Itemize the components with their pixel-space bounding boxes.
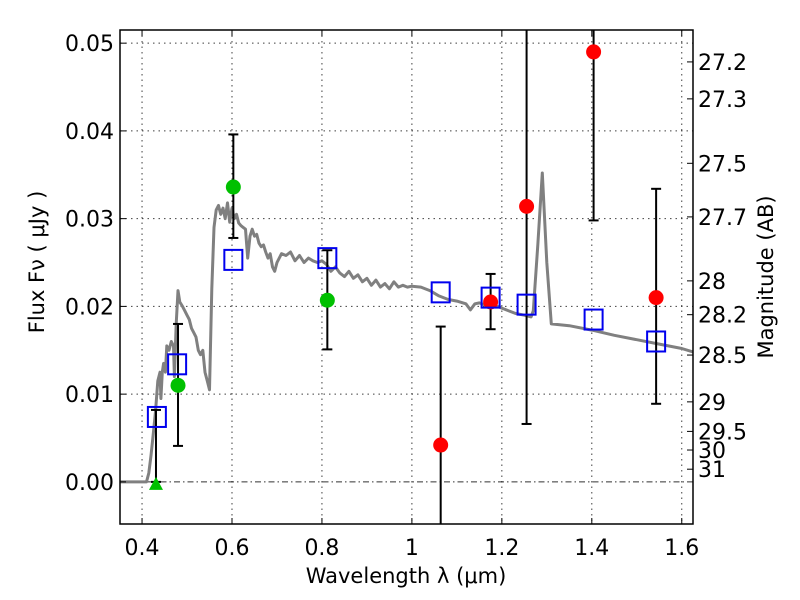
y-tick-label: 0.00 (65, 471, 114, 496)
green-upper-limit-marker (148, 476, 163, 490)
red-data-point (433, 437, 449, 453)
x-tick-label: 0.8 (304, 536, 339, 561)
x-tick-label: 1 (405, 536, 419, 561)
x-tick-label: 0.4 (125, 536, 160, 561)
green-data-point (225, 179, 241, 195)
y-right-tick-label: 27.7 (698, 206, 747, 231)
y-right-tick-label: 30 (698, 439, 726, 464)
model-photometry-point (430, 281, 451, 304)
y-right-tick-label: 31 (698, 458, 726, 483)
y-tick-label: 0.03 (65, 208, 114, 233)
y-right-tick-label: 27.2 (698, 51, 747, 76)
y-right-tick-label: 29 (698, 391, 726, 416)
grid (120, 30, 693, 524)
y-tick-label: 0.04 (65, 120, 114, 145)
y-axis-right-label: Magnitude (AB) (754, 195, 778, 358)
y-tick-label: 0.01 (65, 383, 114, 408)
red-data-point (519, 198, 535, 214)
green-data-point (319, 292, 335, 308)
model-photometry-point (317, 247, 338, 270)
x-tick-label: 0.6 (214, 536, 249, 561)
y-right-tick-label: 27.5 (698, 152, 747, 177)
red-data-point (483, 294, 499, 310)
model-photometry-point (223, 248, 244, 271)
spectrum-line (120, 171, 693, 484)
model-photometry-point (146, 405, 167, 428)
y-right-tick-label: 28.2 (698, 304, 747, 329)
model-photometry-point (516, 293, 537, 316)
plot-data (120, 30, 693, 524)
y-right-tick-label: 28.5 (698, 344, 747, 369)
axis-ticks: 0.4 0.6 0.8 1 1.2 1.4 1.6 0.00 0.01 0.02 0.03 0.04 0… (65, 30, 747, 561)
model-photometry-point (167, 353, 188, 376)
x-tick-label: 1.6 (664, 536, 699, 561)
model-photometry-point (480, 286, 501, 309)
y-right-tick-label: 27.3 (698, 88, 747, 113)
green-data-point (170, 377, 186, 393)
y-axis-label: Flux Fν ( μJy ) (25, 191, 49, 334)
model-photometry-point (583, 308, 604, 331)
x-tick-label: 1.4 (574, 536, 609, 561)
plot-frame (119, 29, 694, 525)
x-axis-label: Wavelength λ (μm) (306, 564, 507, 588)
y-tick-label: 0.02 (65, 295, 114, 320)
y-tick-label: 0.05 (65, 32, 114, 57)
model-photometry-point (646, 330, 667, 353)
x-tick-label: 1.2 (484, 536, 519, 561)
y-right-tick-label: 29.5 (698, 420, 747, 445)
red-data-point (586, 44, 602, 60)
y-right-tick-label: 28 (698, 270, 726, 295)
red-data-point (648, 290, 664, 306)
